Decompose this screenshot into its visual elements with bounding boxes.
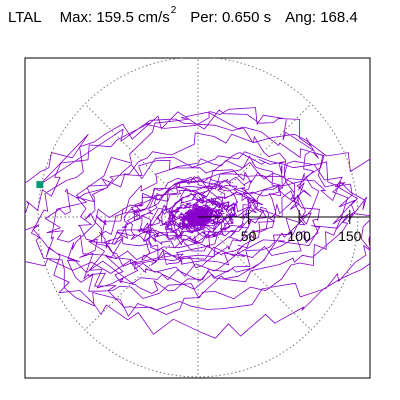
grid-spoke-135 (84, 103, 199, 218)
trace-path (25, 107, 370, 339)
radial-tick-label-150: 150 (338, 228, 362, 244)
chart-title: LTAL Max: 159.5 cm/s2 Per: 0.650 s Ang: 168… (8, 6, 358, 26)
angle-label: Ang: (285, 9, 317, 26)
period-label: Per: (190, 9, 218, 26)
radial-tick-label-100: 100 (287, 228, 311, 244)
max-label: Max: (59, 9, 93, 26)
max-value: 159.5 cm/s (96, 9, 170, 26)
radial-axis: 50 100 150 (198, 210, 370, 244)
peak-marker (36, 181, 44, 189)
particle-motion-trace (25, 107, 370, 339)
period-value: 0.650 s (221, 9, 272, 26)
station-code: LTAL (8, 9, 42, 26)
grid-spoke-45 (197, 103, 312, 218)
max-unit-exponent: 2 (170, 5, 177, 16)
grid-spoke-225 (84, 216, 199, 331)
grid-spoke-315 (197, 216, 312, 331)
radial-tick-label-50: 50 (241, 228, 257, 244)
angle-value: 168.4 (320, 9, 358, 26)
peak-marker-group (36, 181, 44, 189)
